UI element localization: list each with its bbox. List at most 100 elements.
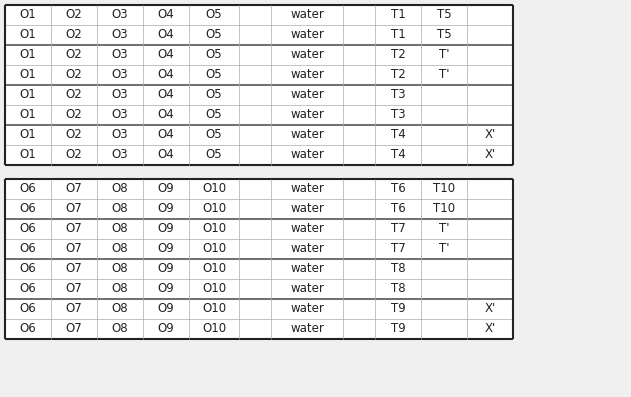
Text: O2: O2 — [66, 129, 83, 141]
Bar — [97, 259, 143, 279]
Text: T7: T7 — [391, 243, 405, 256]
Bar — [343, 105, 375, 125]
Text: O9: O9 — [158, 183, 174, 195]
Text: O2: O2 — [66, 69, 83, 81]
Text: water: water — [290, 89, 324, 102]
Bar — [343, 125, 375, 145]
Text: O3: O3 — [112, 29, 128, 42]
Bar — [467, 65, 513, 85]
Bar — [143, 199, 189, 219]
Bar — [5, 199, 51, 219]
Bar — [189, 145, 239, 165]
Bar — [375, 179, 421, 199]
Text: O4: O4 — [158, 89, 174, 102]
Text: O8: O8 — [112, 222, 128, 235]
Text: O10: O10 — [202, 262, 226, 276]
Bar — [189, 85, 239, 105]
Bar — [467, 299, 513, 319]
Bar — [271, 279, 343, 299]
Text: O7: O7 — [66, 202, 83, 216]
Text: O2: O2 — [66, 48, 83, 62]
Bar — [421, 85, 467, 105]
Text: O1: O1 — [20, 148, 37, 162]
Bar — [51, 5, 97, 25]
Text: O1: O1 — [20, 129, 37, 141]
Bar — [343, 179, 375, 199]
Text: O8: O8 — [112, 183, 128, 195]
Bar — [189, 65, 239, 85]
Text: T8: T8 — [391, 283, 405, 295]
Text: O4: O4 — [158, 148, 174, 162]
Bar — [421, 299, 467, 319]
Text: T': T' — [439, 48, 449, 62]
Text: water: water — [290, 202, 324, 216]
Text: O10: O10 — [202, 283, 226, 295]
Bar — [343, 145, 375, 165]
Text: T6: T6 — [391, 202, 405, 216]
Bar — [51, 239, 97, 259]
Bar — [421, 105, 467, 125]
Bar — [375, 259, 421, 279]
Bar — [51, 65, 97, 85]
Bar — [97, 145, 143, 165]
Bar — [239, 5, 271, 25]
Text: T9: T9 — [391, 322, 405, 335]
Bar — [5, 279, 51, 299]
Bar — [97, 45, 143, 65]
Text: O7: O7 — [66, 283, 83, 295]
Bar — [467, 45, 513, 65]
Bar — [421, 219, 467, 239]
Bar — [375, 85, 421, 105]
Bar — [343, 199, 375, 219]
Bar — [343, 279, 375, 299]
Text: O5: O5 — [206, 8, 222, 21]
Bar — [189, 219, 239, 239]
Bar — [271, 85, 343, 105]
Bar — [51, 199, 97, 219]
Bar — [143, 219, 189, 239]
Text: O2: O2 — [66, 29, 83, 42]
Bar — [51, 105, 97, 125]
Bar — [51, 145, 97, 165]
Bar — [97, 239, 143, 259]
Bar — [343, 65, 375, 85]
Bar — [467, 5, 513, 25]
Text: O3: O3 — [112, 48, 128, 62]
Text: T1: T1 — [391, 29, 405, 42]
Text: O1: O1 — [20, 108, 37, 121]
Text: O4: O4 — [158, 8, 174, 21]
Text: water: water — [290, 48, 324, 62]
Bar — [143, 85, 189, 105]
Bar — [467, 85, 513, 105]
Bar — [421, 239, 467, 259]
Bar — [143, 179, 189, 199]
Text: O7: O7 — [66, 243, 83, 256]
Text: O8: O8 — [112, 202, 128, 216]
Bar — [271, 65, 343, 85]
Bar — [271, 5, 343, 25]
Bar — [467, 219, 513, 239]
Bar — [97, 319, 143, 339]
Bar — [143, 319, 189, 339]
Bar — [239, 319, 271, 339]
Text: T8: T8 — [391, 262, 405, 276]
Bar — [375, 279, 421, 299]
Text: T': T' — [439, 243, 449, 256]
Bar — [375, 145, 421, 165]
Text: X': X' — [485, 129, 495, 141]
Bar — [189, 319, 239, 339]
Bar — [421, 25, 467, 45]
Bar — [189, 299, 239, 319]
Text: O8: O8 — [112, 283, 128, 295]
Text: O8: O8 — [112, 322, 128, 335]
Text: T3: T3 — [391, 108, 405, 121]
Text: O7: O7 — [66, 183, 83, 195]
Bar — [343, 239, 375, 259]
Text: O6: O6 — [20, 222, 37, 235]
Text: O9: O9 — [158, 243, 174, 256]
Text: O9: O9 — [158, 322, 174, 335]
Bar — [467, 145, 513, 165]
Bar — [421, 319, 467, 339]
Bar — [467, 125, 513, 145]
Text: O6: O6 — [20, 243, 37, 256]
